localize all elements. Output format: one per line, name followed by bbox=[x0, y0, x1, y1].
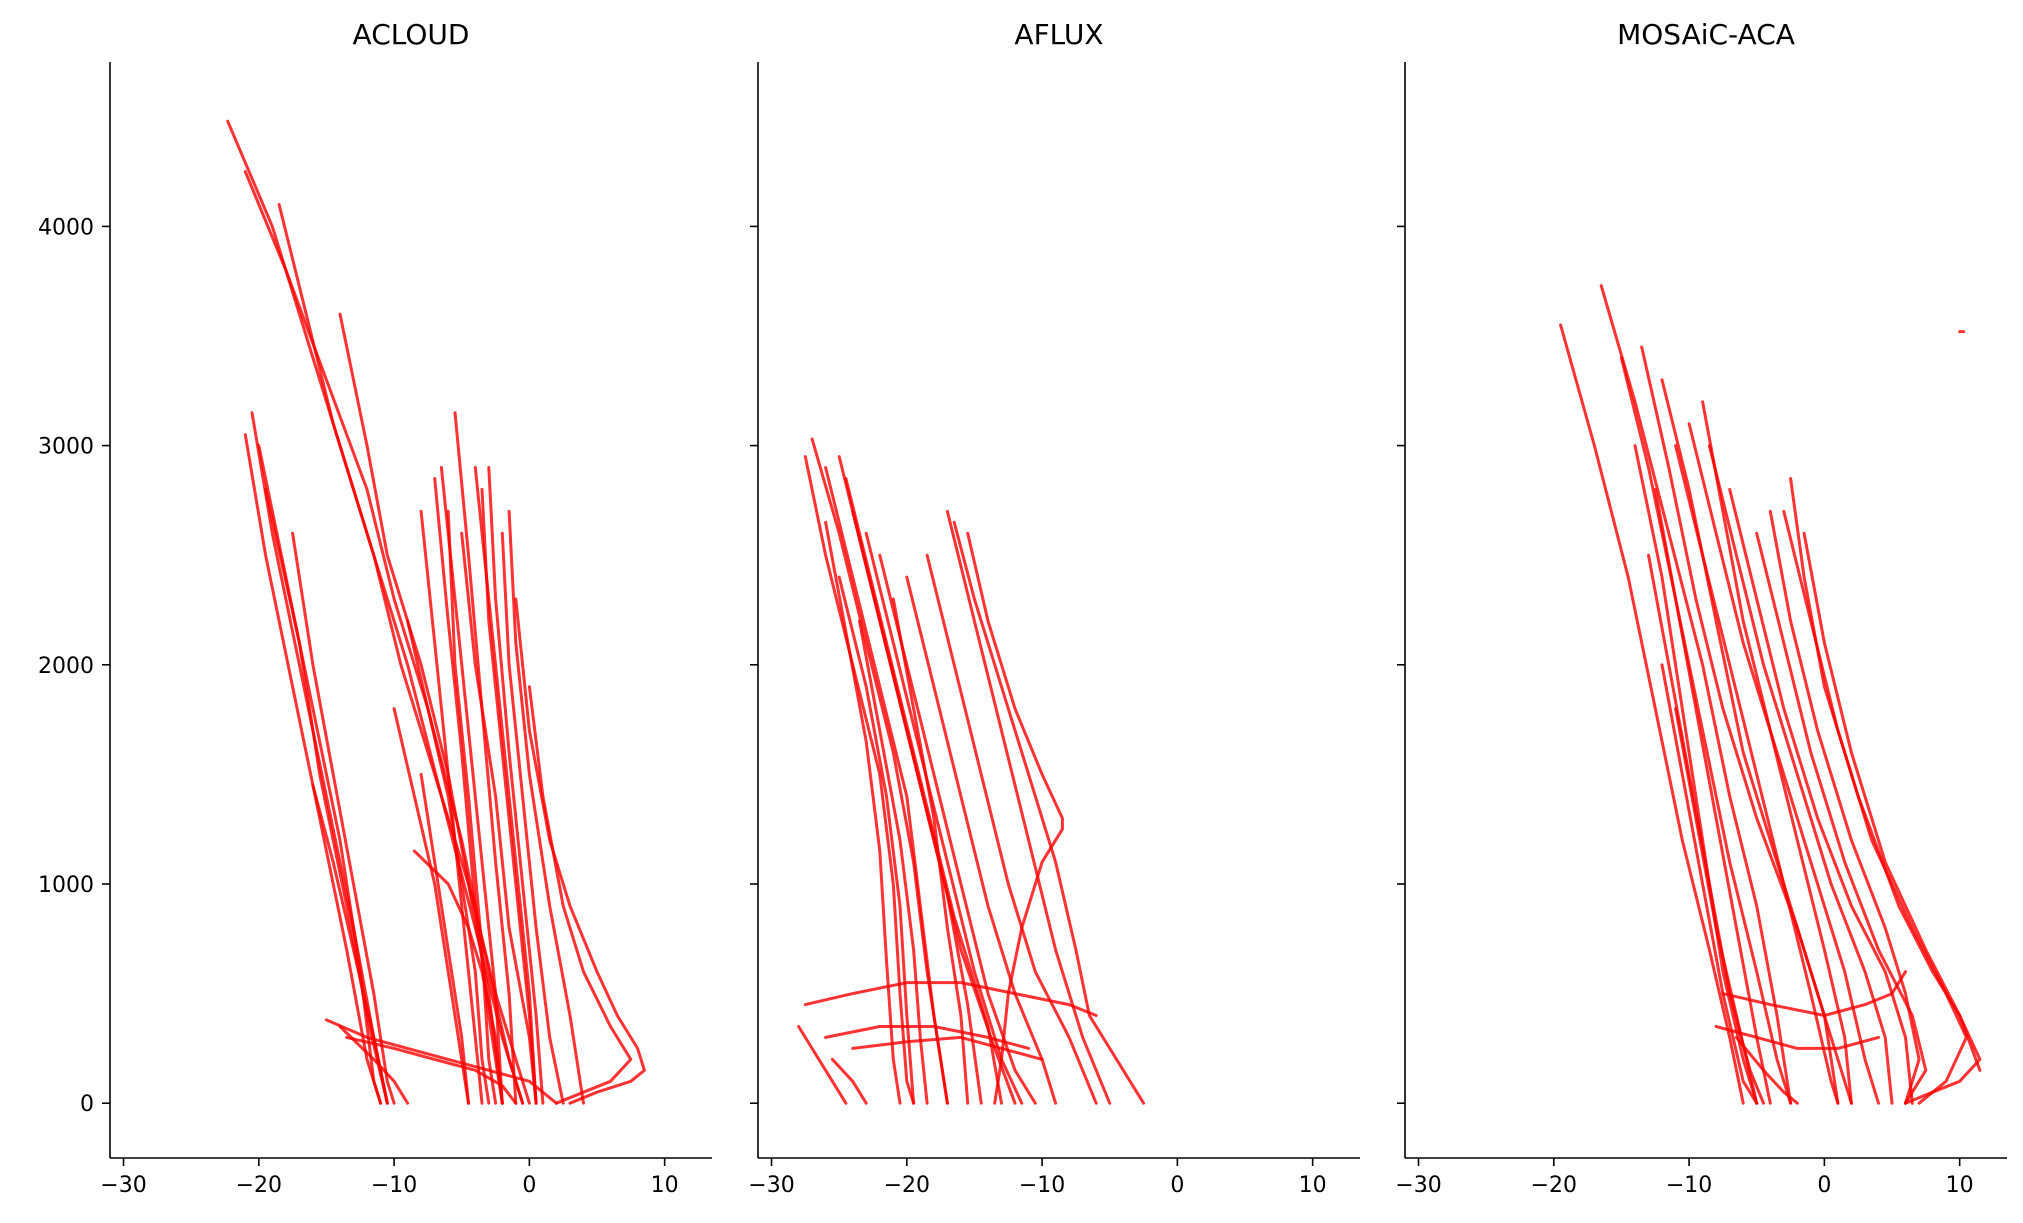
profile-line bbox=[446, 509, 498, 1105]
x-tick-label: 10 bbox=[1946, 1173, 1974, 1198]
profile-line bbox=[1674, 444, 1840, 1105]
panel-aflux: AFLUX −30 −20 −10 0 10 bbox=[748, 18, 1360, 1198]
profile-line bbox=[311, 783, 389, 1105]
x-tick-label: −30 bbox=[748, 1173, 794, 1198]
profile-line bbox=[1633, 444, 1759, 1105]
profile-line bbox=[1674, 707, 1759, 1105]
panel-mosaic-aca: MOSAiC-ACA −30 −20 −10 0 10 bbox=[1395, 18, 2007, 1198]
profile-line bbox=[925, 553, 1098, 1105]
x-tick-label: −20 bbox=[1531, 1173, 1577, 1198]
y-tick-label: 3000 bbox=[38, 435, 94, 460]
y-tick-label: 4000 bbox=[38, 215, 94, 240]
profile-line bbox=[837, 575, 916, 1105]
profile-line bbox=[858, 619, 929, 1105]
profile-line bbox=[851, 1035, 1044, 1061]
data-lines bbox=[797, 437, 1146, 1105]
profile-line bbox=[1755, 531, 1928, 1105]
x-tick-label: 0 bbox=[522, 1173, 536, 1198]
profile-line bbox=[1660, 378, 1853, 1105]
profile-line bbox=[1559, 323, 1745, 1105]
profile-line bbox=[891, 597, 970, 1105]
data-lines bbox=[1559, 284, 1982, 1105]
profile-line bbox=[824, 520, 902, 1105]
x-tick-label: −10 bbox=[1666, 1173, 1712, 1198]
profile-line bbox=[1721, 970, 1907, 1017]
profile-line bbox=[1782, 509, 1968, 1105]
profile-line bbox=[480, 487, 538, 1105]
profile-line bbox=[803, 455, 916, 1105]
profile-line bbox=[803, 981, 1098, 1017]
profile-line bbox=[264, 487, 389, 1105]
x-tick-label: −10 bbox=[1019, 1173, 1065, 1198]
panel-acloud: ACLOUD −30 −20 −10 0 10 0 1000 2000 3000 4000 bbox=[38, 18, 712, 1198]
profile-line bbox=[226, 119, 531, 1105]
x-tick-label: −30 bbox=[100, 1173, 146, 1198]
profile-line bbox=[453, 411, 518, 1105]
y-tick-label: 0 bbox=[80, 1092, 94, 1117]
profile-line bbox=[1714, 1025, 1880, 1050]
profile-line bbox=[338, 312, 504, 1105]
profile-line bbox=[1660, 663, 1759, 1105]
profile-line bbox=[507, 509, 585, 1105]
y-tick-label: 1000 bbox=[38, 873, 94, 898]
x-tick-label: −30 bbox=[1395, 1173, 1441, 1198]
profile-line bbox=[419, 772, 470, 1105]
x-tick-label: 0 bbox=[1817, 1173, 1831, 1198]
profile-line bbox=[1734, 1035, 1799, 1105]
profile-line bbox=[1707, 444, 1894, 1105]
profile-line bbox=[952, 520, 1146, 1105]
x-tick-label: 0 bbox=[1170, 1173, 1184, 1198]
profile-line bbox=[406, 619, 491, 1105]
profile-line bbox=[824, 466, 949, 1105]
profile-line bbox=[851, 509, 1017, 1105]
panel-title: AFLUX bbox=[1014, 18, 1103, 51]
profile-line bbox=[1728, 487, 1914, 1105]
profile-line bbox=[824, 1025, 1031, 1050]
profile-line bbox=[1768, 509, 1921, 1105]
profile-line bbox=[500, 531, 565, 1105]
profile-line bbox=[1802, 531, 1982, 1072]
profile-line bbox=[433, 477, 504, 1105]
axes: −30 −20 −10 0 10 bbox=[748, 62, 1360, 1198]
x-tick-label: 10 bbox=[651, 1173, 679, 1198]
profile-line bbox=[966, 531, 1064, 1105]
x-tick-label: −10 bbox=[371, 1173, 417, 1198]
profile-line bbox=[324, 1018, 558, 1105]
x-tick-label: −20 bbox=[236, 1173, 282, 1198]
profile-line bbox=[243, 170, 525, 1105]
profile-line bbox=[1701, 400, 1853, 1105]
profile-line bbox=[945, 509, 1112, 1105]
axes: −30 −20 −10 0 10 bbox=[1395, 62, 2007, 1198]
profile-line bbox=[797, 1025, 848, 1105]
y-tick-label: 2000 bbox=[38, 654, 94, 679]
profile-line bbox=[905, 575, 1058, 1105]
x-tick-label: −20 bbox=[884, 1173, 930, 1198]
profile-line bbox=[1619, 356, 1793, 1105]
panel-title: MOSAiC-ACA bbox=[1617, 18, 1795, 51]
profile-line bbox=[392, 707, 470, 1105]
panel-title: ACLOUD bbox=[353, 18, 470, 51]
profile-line bbox=[527, 685, 633, 1105]
profile-line bbox=[277, 203, 525, 1105]
profile-line bbox=[243, 433, 383, 1105]
profile-line bbox=[514, 597, 646, 1105]
profile-line bbox=[345, 1035, 518, 1105]
profile-line bbox=[291, 531, 396, 1105]
profile-line bbox=[1599, 284, 1793, 1105]
profile-line bbox=[830, 1057, 868, 1105]
profile-line bbox=[439, 466, 504, 1105]
profile-line bbox=[338, 1025, 410, 1105]
axes: −30 −20 −10 0 10 0 1000 2000 3000 4000 bbox=[38, 62, 712, 1198]
profile-line bbox=[487, 466, 545, 1105]
data-lines bbox=[226, 119, 646, 1105]
x-tick-label: 10 bbox=[1299, 1173, 1327, 1198]
profile-line bbox=[1789, 477, 1982, 1105]
profile-line bbox=[1687, 422, 1880, 1105]
